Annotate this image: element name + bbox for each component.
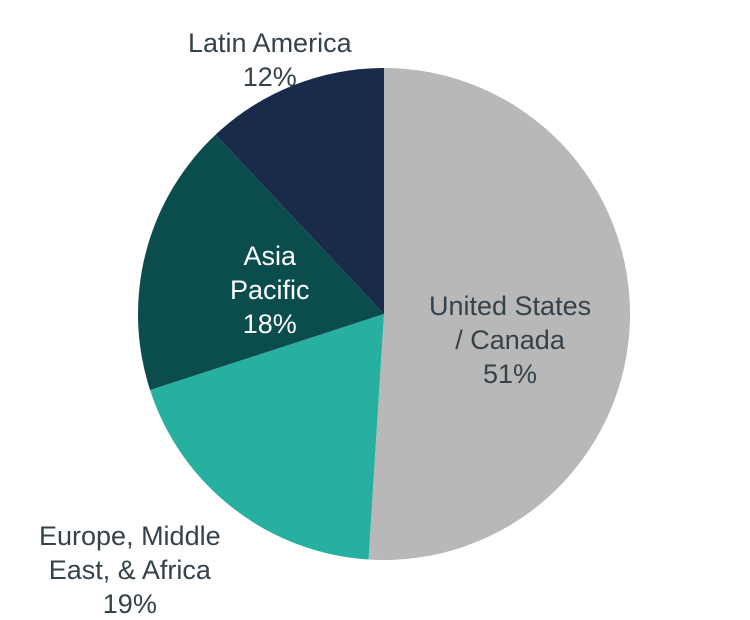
- pie-chart: United States/ Canada51% Europe, MiddleEa…: [0, 0, 750, 620]
- slice-label-line: 19%: [39, 588, 221, 620]
- slice-label-europe-middle-east-africa: Europe, MiddleEast, & Africa19%: [39, 520, 221, 620]
- slice-label-line: / Canada: [429, 324, 591, 358]
- slice-label-line: Europe, Middle: [39, 520, 221, 554]
- slice-label-asia-pacific: AsiaPacific18%: [230, 240, 310, 341]
- slice-label-line: 51%: [429, 358, 591, 392]
- slice-label-line: East, & Africa: [39, 554, 221, 588]
- slice-label-line: 18%: [230, 308, 310, 342]
- slice-label-united-states-canada: United States/ Canada51%: [429, 290, 591, 391]
- slice-label-line: Asia: [230, 240, 310, 274]
- slice-label-line: United States: [429, 290, 591, 324]
- slice-label-latin-america: Latin America12%: [188, 27, 352, 95]
- slice-label-line: Pacific: [230, 274, 310, 308]
- slice-label-line: 12%: [188, 61, 352, 95]
- slice-label-line: Latin America: [188, 27, 352, 61]
